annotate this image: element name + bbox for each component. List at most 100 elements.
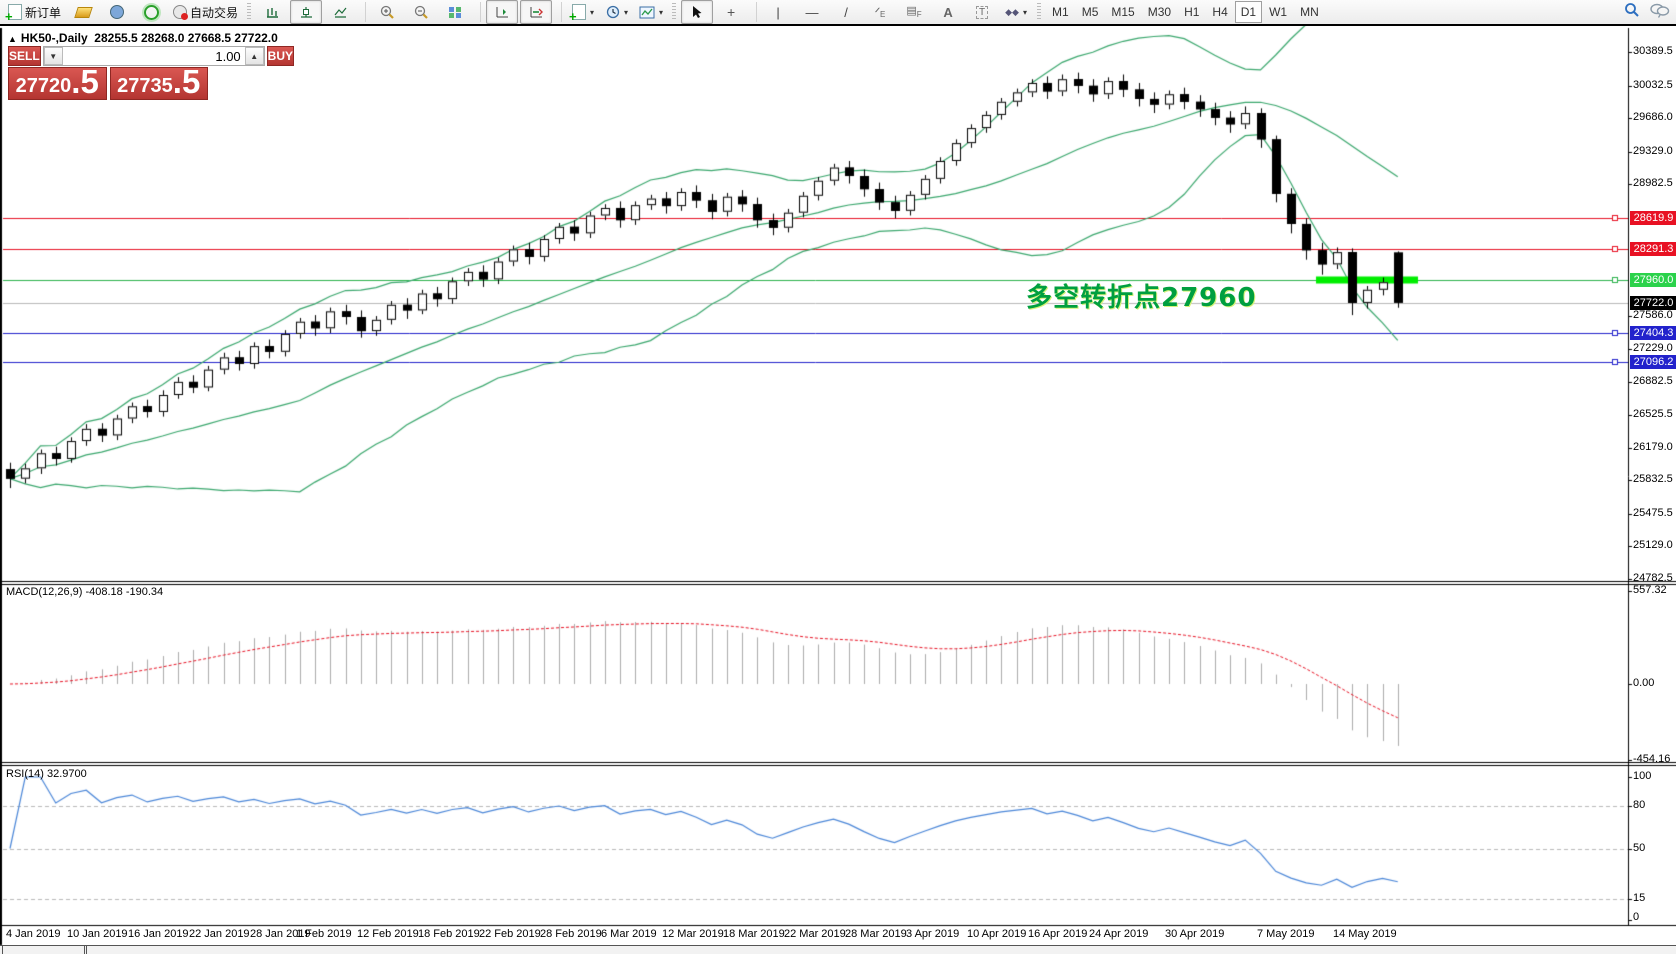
price-tick-label: 30389.5 — [1633, 45, 1673, 57]
zoom-in-icon — [380, 5, 394, 19]
date-label: 7 May 2019 — [1257, 928, 1315, 940]
toolbar-separator — [672, 3, 677, 21]
dropdown-arrow-icon: ▾ — [1022, 7, 1027, 17]
label-tool-icon: T — [975, 5, 989, 19]
trendline-tool-button[interactable]: / — [830, 0, 862, 24]
timeframe-button-M15[interactable]: M15 — [1111, 5, 1135, 19]
crosshair-icon: + — [726, 4, 736, 20]
date-label: 3 Apr 2019 — [906, 928, 960, 940]
volume-stepper: ▼ ▲ — [42, 46, 265, 66]
auto-scroll-icon — [496, 6, 508, 17]
date-label: 10 Apr 2019 — [967, 928, 1027, 940]
price-level-chip: 28291.3 — [1630, 242, 1676, 256]
date-label: 28 Mar 2019 — [845, 928, 907, 940]
volume-decrease-button[interactable]: ▼ — [43, 47, 63, 65]
new-order-button[interactable]: 新订单 — [4, 0, 65, 24]
vertical-line-tool-button[interactable]: | — [762, 0, 794, 24]
tab-divider — [84, 946, 85, 954]
toolbar: 新订单 自动交易 — [0, 0, 1676, 26]
candlestick-chart-icon — [301, 6, 313, 18]
chat-icon[interactable] — [1650, 3, 1670, 18]
buy-button[interactable]: BUY — [266, 46, 295, 66]
auto-trading-button[interactable]: 自动交易 — [169, 0, 242, 24]
cursor-tool-button[interactable] — [681, 0, 714, 24]
sell-price-main: 27720 — [15, 75, 72, 97]
collapse-arrow-icon[interactable]: ▲ — [8, 34, 17, 44]
signals-button[interactable] — [135, 0, 167, 24]
zoom-out-button[interactable] — [405, 0, 437, 24]
toolbar-separator — [555, 2, 563, 22]
chart-shift-button[interactable] — [520, 0, 553, 24]
auto-scroll-button[interactable] — [486, 0, 519, 24]
line-chart-button[interactable] — [324, 0, 356, 24]
timeframe-button-W1[interactable]: W1 — [1269, 5, 1288, 19]
market-watch-button[interactable] — [67, 0, 99, 24]
date-label: 30 Apr 2019 — [1165, 928, 1225, 940]
horizontal-line-tool-button[interactable]: — — [796, 0, 828, 24]
horizontal-line-icon: — — [805, 4, 819, 20]
indicators-button[interactable]: ▾ — [567, 0, 599, 24]
cursor-icon — [693, 6, 702, 18]
date-label: 24 Apr 2019 — [1089, 928, 1149, 940]
price-tick-label: 26525.5 — [1633, 408, 1673, 420]
channel-tool-button[interactable]: 𝄍E — [864, 0, 896, 24]
candlestick-chart-button[interactable] — [290, 0, 323, 24]
chart-tab-strip[interactable] — [0, 945, 1676, 954]
price-tick-label: 26882.5 — [1633, 375, 1673, 387]
zoom-out-icon — [414, 5, 428, 19]
volume-input[interactable] — [62, 47, 245, 65]
templates-button[interactable]: ▾ — [635, 0, 667, 24]
indicators-icon — [569, 4, 587, 24]
price-tick-label: 27586.0 — [1633, 309, 1673, 321]
macd-tick-label: -454.16 — [1633, 753, 1671, 765]
auto-trading-label: 自动交易 — [190, 5, 239, 20]
sell-price-display[interactable]: 27720.5 — [8, 65, 107, 100]
buy-price-frac: .5 — [172, 63, 201, 100]
new-order-label: 新订单 — [25, 5, 62, 20]
timeframe-button-D1[interactable]: D1 — [1234, 1, 1263, 23]
periods-button[interactable]: ▾ — [601, 0, 633, 24]
zoom-in-button[interactable] — [371, 0, 403, 24]
rsi-tick-label: 0 — [1633, 911, 1640, 923]
price-tick-label: 25475.5 — [1633, 507, 1673, 519]
date-label: 14 May 2019 — [1333, 928, 1397, 940]
sell-button[interactable]: SELL — [8, 46, 41, 66]
symbol-period-label: HK50-,Daily — [20, 31, 88, 45]
person-icon — [110, 5, 125, 19]
gold-icon — [73, 6, 93, 18]
timeframe-bar: M1 M5 M15 M30 H1 H4 D1 W1 MN — [1046, 1, 1325, 23]
signal-icon — [143, 4, 159, 20]
toolbar-separator — [247, 3, 252, 21]
dropdown-arrow-icon: ▾ — [590, 7, 595, 17]
date-label: 6 Mar 2019 — [601, 928, 657, 940]
label-tool-button[interactable]: T — [966, 0, 998, 24]
timeframe-button-H1[interactable]: H1 — [1184, 5, 1200, 19]
timeframe-button-MN[interactable]: MN — [1300, 5, 1319, 19]
crosshair-tool-button[interactable]: + — [715, 0, 747, 24]
volume-increase-button[interactable]: ▲ — [244, 47, 264, 65]
price-tick-label: 30032.5 — [1633, 79, 1673, 91]
bar-chart-button[interactable] — [256, 0, 288, 24]
price-tick-label: 25832.5 — [1633, 473, 1673, 485]
text-tool-button[interactable]: A — [932, 0, 964, 24]
buy-price-display[interactable]: 27735.5 — [109, 63, 208, 100]
price-tick-label: 26179.0 — [1633, 441, 1673, 453]
tile-windows-button[interactable] — [439, 0, 471, 24]
ohlc-values: 28255.5 28268.0 27668.5 27722.0 — [94, 31, 278, 45]
arrows-tool-button[interactable]: ◆◆ ▾ — [1000, 0, 1032, 24]
timeframe-button-M1[interactable]: M1 — [1052, 5, 1069, 19]
fibonacci-tool-button[interactable]: ▤F — [898, 0, 930, 24]
price-tick-label: 25129.0 — [1633, 539, 1673, 551]
depth-of-market-button[interactable] — [101, 0, 133, 24]
trendline-icon: / — [844, 4, 848, 20]
timeframe-button-H4[interactable]: H4 — [1212, 5, 1228, 19]
timeframe-button-M5[interactable]: M5 — [1081, 5, 1099, 19]
buy-price-main: 27735 — [117, 75, 173, 97]
search-icon[interactable] — [1624, 2, 1640, 18]
tile-windows-icon — [449, 6, 462, 18]
template-icon — [639, 6, 655, 18]
date-label: 28 Feb 2019 — [540, 928, 602, 940]
timeframe-button-M30[interactable]: M30 — [1147, 5, 1172, 19]
price-level-chip: 27096.2 — [1630, 355, 1676, 369]
